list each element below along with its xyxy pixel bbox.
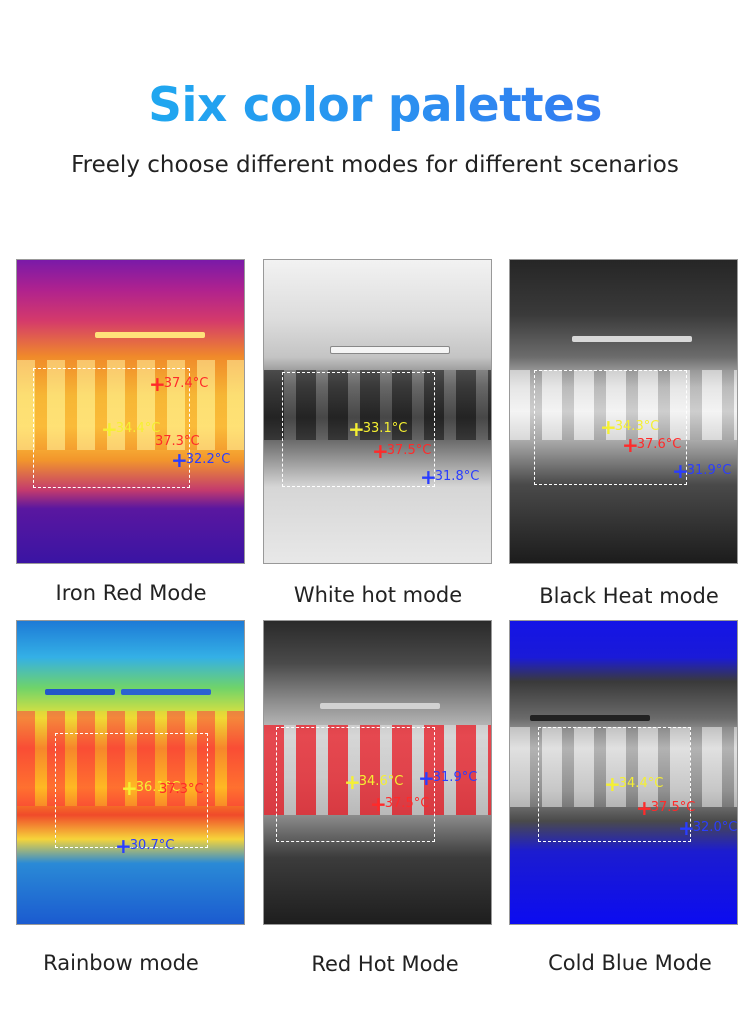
max-temp-marker: +37.5°C <box>636 796 696 820</box>
measurement-area <box>538 727 691 842</box>
measurement-area <box>33 368 190 488</box>
mode-label-red-hot: Red Hot Mode <box>311 952 459 976</box>
mode-label-black-heat: Black Heat mode <box>539 584 719 608</box>
center-temp-marker: +33.1°C <box>348 417 408 441</box>
page-subtitle: Freely choose different modes for differ… <box>71 152 679 178</box>
max-temp-marker: +37.6°C <box>622 433 682 457</box>
thermal-image-red-hot: +34.6°C +31.9°C +37.5°C <box>263 620 492 925</box>
min-temp-marker: +31.9°C <box>672 459 732 483</box>
mode-label-white-hot: White hot mode <box>293 583 463 607</box>
thermal-image-white-hot: +33.1°C +37.5°C +31.8°C <box>263 259 492 564</box>
min-temp-marker: +31.9°C <box>418 766 478 790</box>
max-temp-marker: +37.5°C <box>370 792 430 816</box>
second-temp-marker: 37.3°C <box>155 434 200 449</box>
mode-label-rainbow: Rainbow mode <box>43 951 199 975</box>
measurement-area <box>534 370 687 485</box>
mode-label-cold-blue: Cold Blue Mode <box>548 951 712 975</box>
mode-label-iron-red: Iron Red Mode <box>55 581 207 605</box>
min-temp-marker: +32.2°C <box>171 448 231 472</box>
thermal-image-cold-blue: +34.4°C +37.5°C +32.0°C <box>509 620 738 925</box>
min-temp-marker: +32.0°C <box>678 816 738 840</box>
center-temp-marker: +34.3°C <box>600 415 660 439</box>
max-temp-marker: +37.5°C <box>372 439 432 463</box>
page-title: Six color palettes <box>0 78 750 133</box>
thermal-image-rainbow: +36.1°C 37.3°C +30.7°C <box>16 620 245 925</box>
center-temp-marker: +34.4°C <box>604 772 664 796</box>
max-temp-marker: 37.3°C <box>159 782 204 797</box>
center-temp-marker: +34.6°C <box>344 770 404 794</box>
measurement-area <box>276 727 435 842</box>
center-temp-marker: +36.1°C <box>121 776 181 800</box>
measurement-area <box>282 372 435 487</box>
thermal-image-iron-red: +37.4°C +34.4°C 37.3°C +32.2°C <box>16 259 245 564</box>
measurement-area <box>55 733 208 848</box>
max-temp-marker: +37.4°C <box>149 372 209 396</box>
thermal-image-black-heat: +34.3°C +37.6°C +31.9°C <box>509 259 738 564</box>
min-temp-marker: +30.7°C <box>115 834 175 858</box>
min-temp-marker: +31.8°C <box>420 465 480 489</box>
center-temp-marker: +34.4°C <box>101 417 161 441</box>
